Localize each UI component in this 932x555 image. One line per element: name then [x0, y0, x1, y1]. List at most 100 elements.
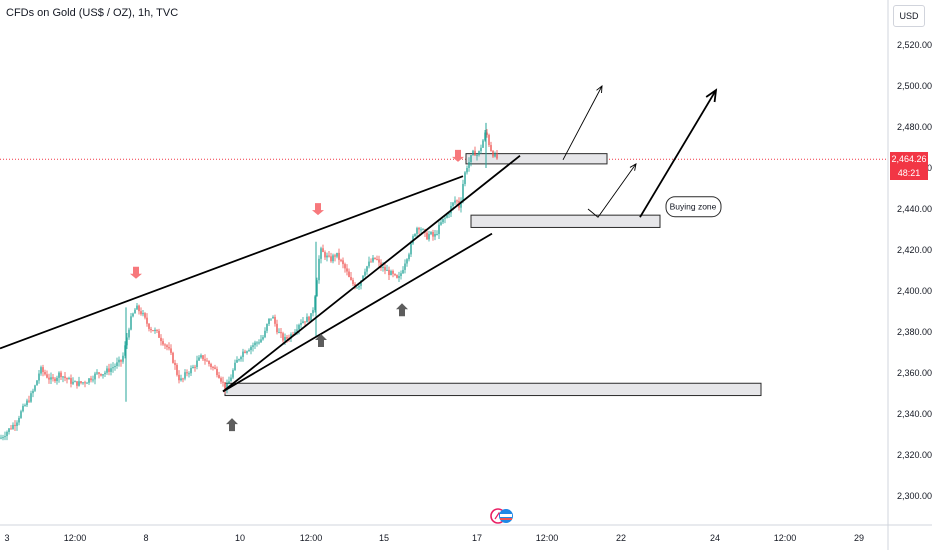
candle-body [132, 313, 134, 317]
y-tick-label: 2,420.00 [897, 245, 932, 255]
candle-body [270, 318, 272, 320]
y-tick-label: 2,480.00 [897, 122, 932, 132]
candle-body [418, 228, 420, 230]
candle-body [352, 280, 354, 285]
currency-button[interactable]: USD [893, 5, 925, 27]
candle-body [488, 134, 490, 146]
down-arrow-icon [312, 203, 324, 216]
candle-body [384, 266, 386, 271]
candle-body [76, 381, 78, 386]
candle-body [38, 373, 40, 381]
candle-body [388, 269, 390, 276]
candle-body [310, 313, 312, 321]
candle-body [64, 376, 66, 379]
candle-body [118, 359, 120, 363]
candle-body [394, 273, 396, 276]
candle-body [122, 355, 124, 362]
candle-body [144, 313, 146, 318]
candle-body [482, 140, 484, 148]
candle-body [316, 280, 318, 297]
x-tick-label: 17 [472, 533, 482, 543]
candle-body [212, 367, 214, 369]
candle-body [32, 390, 34, 394]
candle-body [232, 370, 234, 378]
candle-body [142, 313, 144, 315]
candle-body [324, 252, 326, 258]
candle-body [108, 368, 110, 372]
down-arrow-icon [452, 149, 464, 162]
candle-body [372, 257, 374, 262]
candle-body [242, 351, 244, 357]
candle-body [306, 316, 308, 323]
candle-body [434, 234, 436, 237]
candle-body [366, 266, 368, 272]
x-tick-label: 8 [143, 533, 148, 543]
candle-body [52, 377, 54, 379]
projection-arrow [587, 163, 637, 218]
x-tick-label: 12:00 [300, 533, 323, 543]
candle-body [96, 372, 98, 374]
candle-body [426, 232, 428, 240]
candle-body [224, 382, 226, 390]
candle-body [340, 259, 342, 261]
candle-body [102, 374, 104, 376]
candle-body [400, 273, 402, 277]
candle-body [332, 255, 334, 262]
candle-body [42, 367, 44, 373]
candle-body [184, 372, 186, 379]
candle-body [110, 368, 112, 372]
candle-body [238, 359, 240, 361]
candle-body [192, 366, 194, 369]
candle-body [90, 378, 92, 381]
candle-body [176, 364, 178, 375]
candle-body [382, 266, 384, 268]
y-tick-label: 2,340.00 [897, 409, 932, 419]
buying-zone-box [665, 196, 722, 218]
candle-body [466, 167, 468, 173]
candle-body [188, 373, 190, 375]
candle-body [330, 256, 332, 262]
y-tick-label: 2,300.00 [897, 491, 932, 501]
candle-body [448, 213, 450, 215]
candle-body [444, 217, 446, 219]
candle-body [254, 342, 256, 346]
candle-body [120, 359, 122, 362]
candle-body [18, 417, 20, 423]
candle-body [72, 381, 74, 384]
candle-body [360, 280, 362, 286]
candle-body [158, 330, 160, 338]
candle-body [152, 330, 154, 332]
candle-body [116, 362, 118, 367]
candle-body [22, 405, 24, 412]
x-tick-label: 3 [4, 533, 9, 543]
candle-body [480, 147, 482, 152]
x-tick-label: 15 [379, 533, 389, 543]
candle-body [216, 368, 218, 376]
candle-body [178, 374, 180, 381]
up-arrow-icon [226, 418, 238, 432]
candle-body [486, 132, 488, 135]
candle-body [442, 218, 444, 223]
candle-body [54, 378, 56, 382]
candle-body [374, 257, 376, 259]
candle-body [50, 377, 52, 380]
candle-body [160, 337, 162, 342]
candle-body [346, 268, 348, 272]
buying-zone-label: Buying zone [670, 202, 717, 212]
candle-body [376, 258, 378, 260]
candle-body [172, 352, 174, 363]
arrow-head [596, 85, 603, 94]
candle-body [462, 183, 464, 202]
zone-layer [224, 153, 762, 397]
candle-body [358, 285, 360, 288]
last-price-label: 2,464.26 [891, 154, 927, 164]
candle-body [342, 260, 344, 265]
candle-body [130, 316, 132, 330]
candle-body [392, 270, 394, 274]
candle-body [136, 305, 138, 310]
candle-body [408, 254, 410, 260]
candle-body [300, 323, 302, 325]
candle-body [302, 321, 304, 324]
